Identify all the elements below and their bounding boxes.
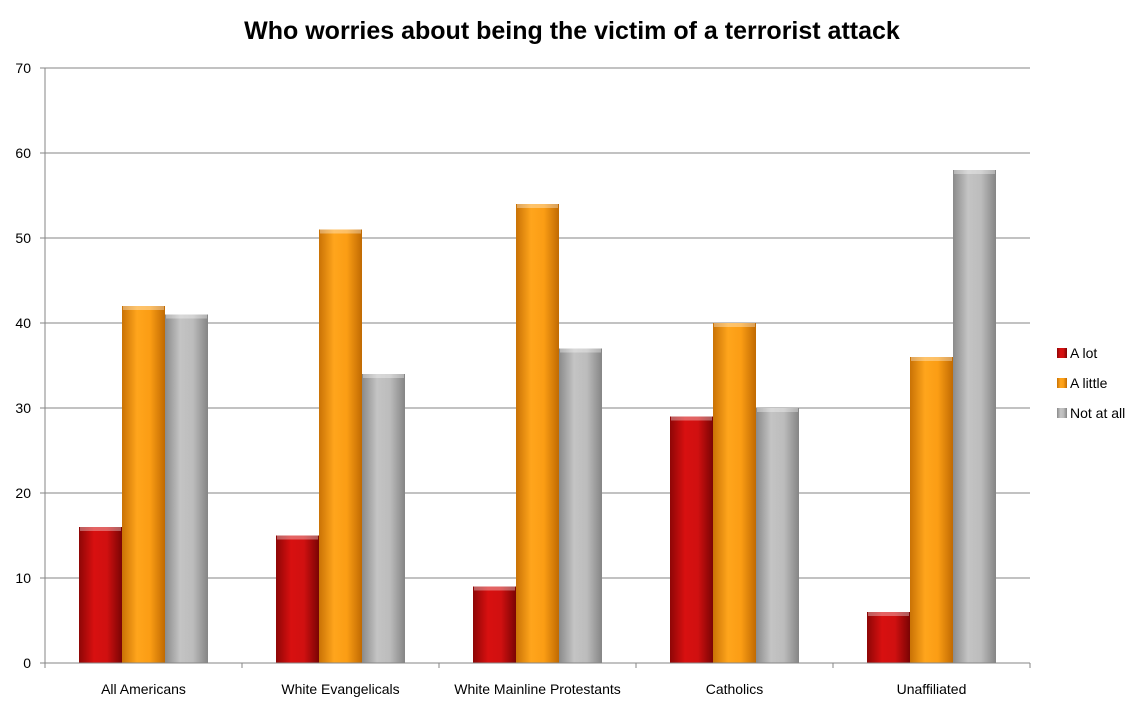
y-tick-label: 70 bbox=[15, 60, 31, 76]
legend: A lot A little Not at all bbox=[1057, 345, 1125, 421]
bar-top-bevel bbox=[80, 527, 121, 531]
bar-body bbox=[867, 612, 910, 663]
bar-top-bevel bbox=[714, 323, 755, 327]
bar bbox=[559, 348, 602, 663]
bar bbox=[670, 416, 713, 663]
bar-body bbox=[910, 357, 953, 663]
y-tick-label: 0 bbox=[23, 655, 31, 671]
bar-body bbox=[473, 586, 516, 663]
bar-body bbox=[122, 306, 165, 663]
bar bbox=[953, 170, 996, 663]
y-tick-label: 30 bbox=[15, 400, 31, 416]
legend-item: A lot bbox=[1057, 345, 1097, 361]
bar bbox=[713, 323, 756, 663]
x-tick-label: Unaffiliated bbox=[897, 681, 967, 697]
bar-top-bevel bbox=[277, 535, 318, 540]
bar-top-bevel bbox=[671, 416, 712, 421]
bar-body bbox=[276, 535, 319, 663]
y-tick-label: 40 bbox=[15, 315, 31, 331]
bar-body bbox=[319, 229, 362, 663]
bar bbox=[516, 204, 559, 663]
bar bbox=[867, 612, 910, 663]
x-tick-label: All Americans bbox=[101, 681, 186, 697]
bar bbox=[276, 535, 319, 663]
bar bbox=[473, 586, 516, 663]
legend-swatch bbox=[1057, 378, 1067, 388]
y-tick-label: 50 bbox=[15, 230, 31, 246]
bar-body bbox=[79, 527, 122, 663]
bar bbox=[756, 408, 799, 663]
legend-label: A little bbox=[1070, 375, 1108, 391]
y-axis: 0 10 20 30 40 50 60 70 bbox=[15, 60, 46, 671]
legend-label: Not at all bbox=[1070, 405, 1125, 421]
bar-top-bevel bbox=[757, 408, 798, 412]
bar-body bbox=[756, 408, 799, 663]
bar-body bbox=[559, 348, 602, 663]
bar-top-bevel bbox=[560, 348, 601, 353]
chart-title: Who worries about being the victim of a … bbox=[244, 17, 900, 45]
x-tick-label: White Mainline Protestants bbox=[454, 681, 621, 697]
bar-top-bevel bbox=[320, 229, 361, 234]
bar bbox=[79, 527, 122, 663]
bar-body bbox=[670, 416, 713, 663]
legend-swatch bbox=[1057, 408, 1067, 418]
bar-top-bevel bbox=[954, 170, 995, 174]
y-tick-label: 10 bbox=[15, 570, 31, 586]
legend-item: A little bbox=[1057, 375, 1108, 391]
bar bbox=[362, 374, 405, 663]
y-tick-label: 60 bbox=[15, 145, 31, 161]
x-axis: All Americans White Evangelicals White Mai… bbox=[44, 662, 1031, 697]
x-tick-label: White Evangelicals bbox=[281, 681, 399, 697]
bar-top-bevel bbox=[474, 586, 515, 591]
bar bbox=[122, 306, 165, 663]
bar-top-bevel bbox=[868, 612, 909, 616]
legend-item: Not at all bbox=[1057, 405, 1125, 421]
bar-top-bevel bbox=[123, 306, 164, 310]
bar-body bbox=[953, 170, 996, 663]
legend-label: A lot bbox=[1070, 345, 1097, 361]
bar-top-bevel bbox=[363, 374, 404, 378]
bar-body bbox=[516, 204, 559, 663]
bar bbox=[319, 229, 362, 663]
bar bbox=[165, 314, 208, 663]
bar-top-bevel bbox=[911, 357, 952, 361]
x-tick-label: Catholics bbox=[706, 681, 764, 697]
bar-top-bevel bbox=[517, 204, 558, 208]
bar-body bbox=[713, 323, 756, 663]
bars bbox=[79, 170, 996, 663]
bar-body bbox=[165, 314, 208, 663]
legend-swatch bbox=[1057, 348, 1067, 358]
bar-body bbox=[362, 374, 405, 663]
y-tick-label: 20 bbox=[15, 485, 31, 501]
bar-top-bevel bbox=[166, 314, 207, 319]
bar bbox=[910, 357, 953, 663]
